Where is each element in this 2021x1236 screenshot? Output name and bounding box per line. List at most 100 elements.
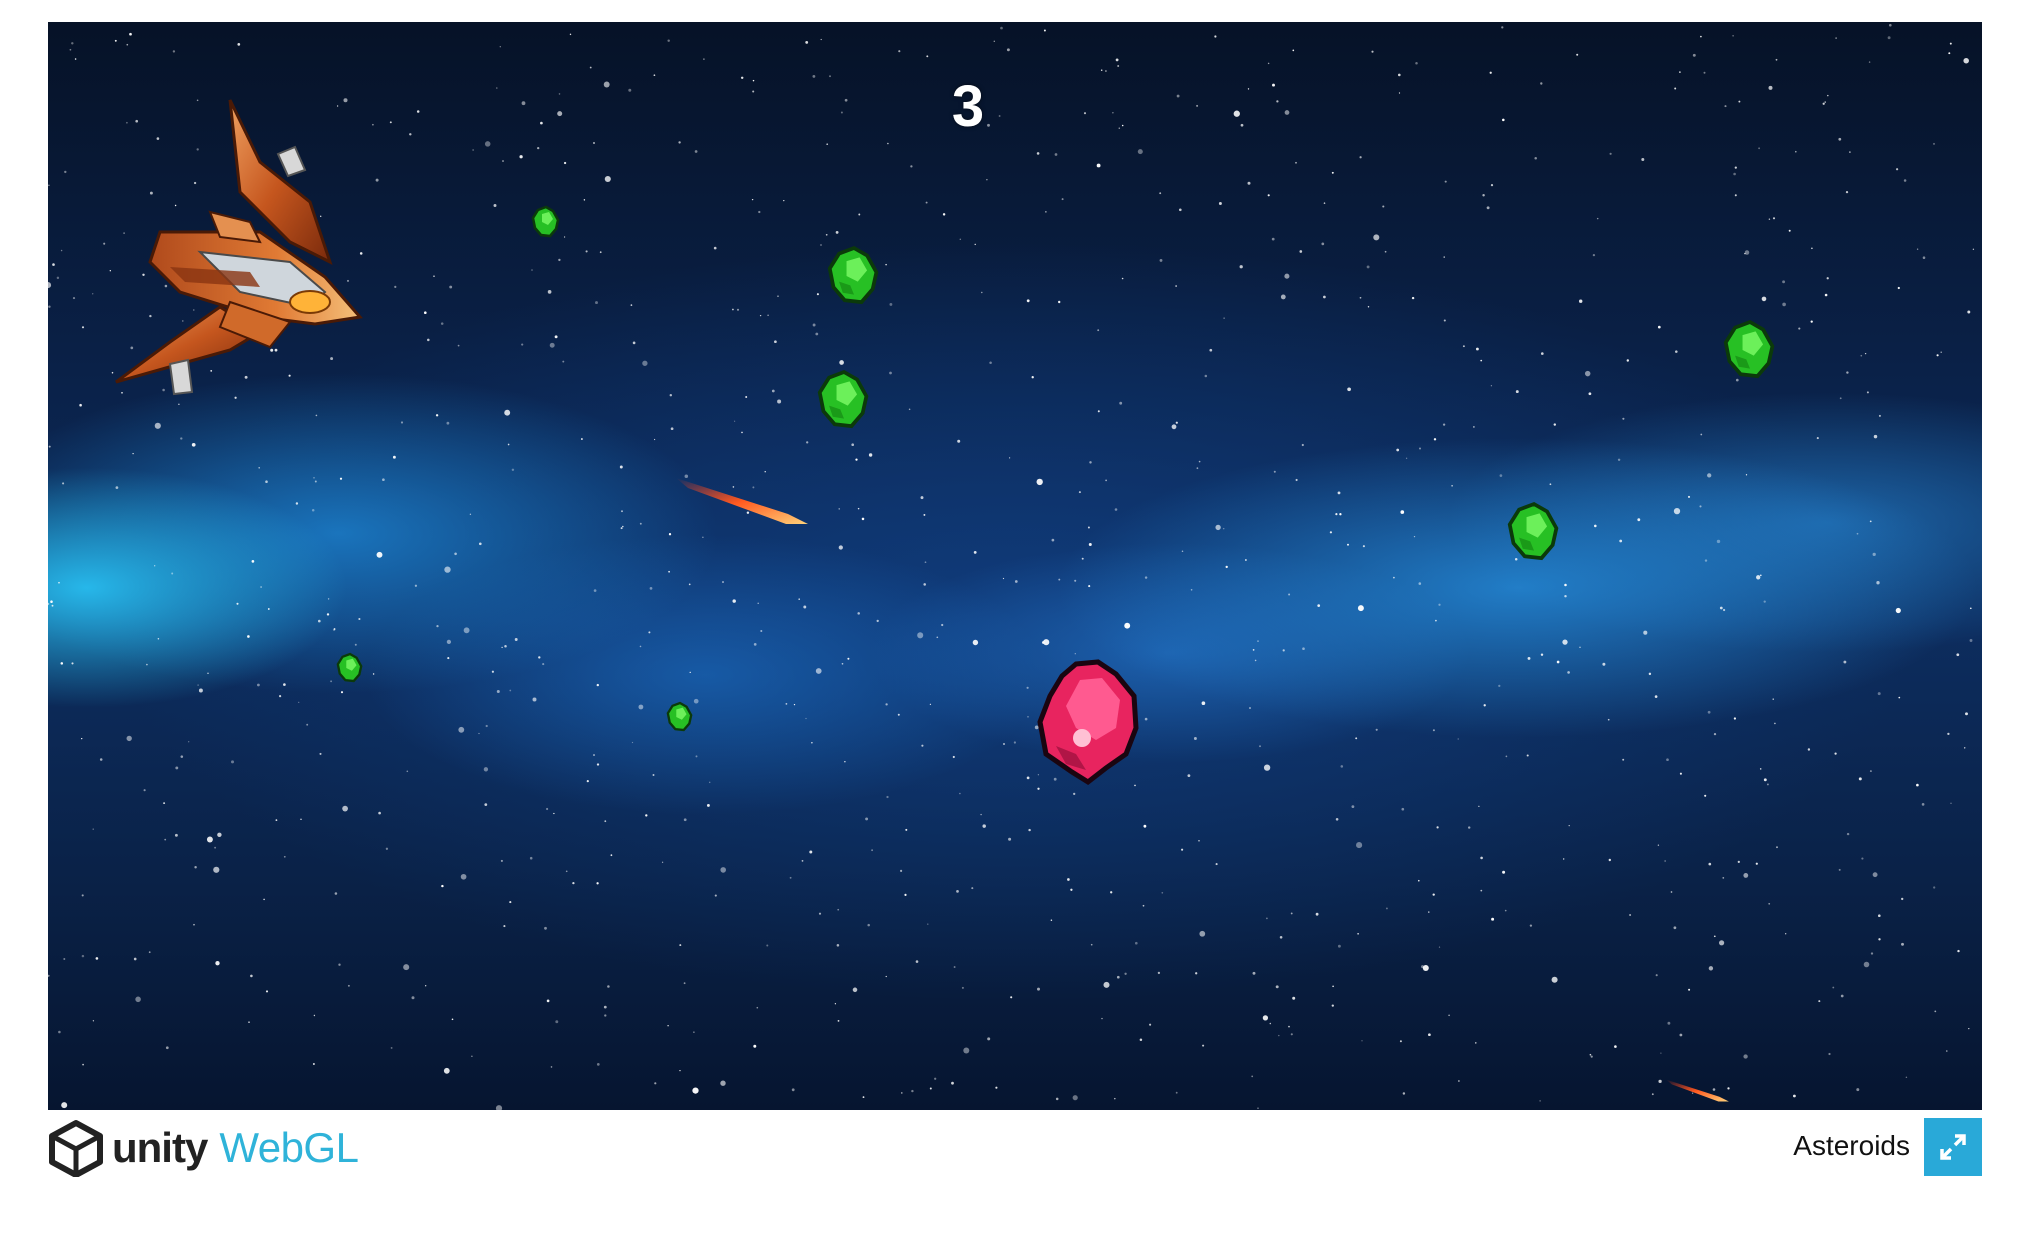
star [1291,1033,1293,1035]
star [48,305,50,307]
star [1191,589,1193,591]
star [974,551,977,554]
star [916,960,919,963]
star [1082,558,1084,560]
star [1528,657,1531,660]
star [258,467,260,469]
star [501,860,503,862]
star [692,1087,698,1093]
star [454,553,457,556]
star [515,638,518,641]
star [1332,1004,1334,1006]
star [1138,149,1143,154]
star [1709,966,1713,970]
star [1347,387,1351,391]
star [1502,871,1505,874]
star [1860,355,1862,357]
star [1302,647,1305,650]
star [593,754,595,756]
star [703,58,705,60]
star [1119,402,1122,405]
star [905,829,907,831]
star [296,502,298,504]
star [1540,82,1542,84]
star [1817,437,1819,439]
star [1398,74,1401,77]
star [1539,1100,1540,1101]
star [1219,202,1222,205]
star [355,644,357,646]
star [923,514,925,516]
star [154,565,155,566]
star [178,404,179,405]
star [1476,348,1479,351]
star [981,292,982,293]
star [1756,863,1758,865]
star [594,589,597,592]
star [811,742,812,743]
star [266,990,268,992]
star [841,112,843,114]
star [1475,1042,1476,1043]
star [342,806,348,812]
star [461,874,467,880]
star [522,101,526,105]
star [509,690,511,692]
star [1776,846,1778,848]
star [1433,729,1435,731]
star [401,421,403,423]
star [1214,35,1216,37]
star [486,725,488,727]
star [826,143,828,145]
star [604,1014,606,1016]
fullscreen-button[interactable] [1924,1118,1982,1176]
star [144,789,146,791]
star [315,481,317,483]
green-asteroid [336,652,364,684]
star [1058,301,1060,303]
star [129,33,132,36]
star [1734,717,1736,719]
star [1249,707,1251,709]
star [1241,124,1244,127]
star [1361,1040,1362,1041]
star [393,456,396,459]
star [1719,940,1724,945]
star [79,404,82,407]
star [1774,723,1776,725]
star [412,996,415,999]
star [1940,351,1941,352]
star [424,311,427,314]
star [1385,251,1387,253]
star [1973,249,1974,250]
star [1864,962,1870,968]
star [595,301,598,304]
star [146,664,148,666]
game-canvas[interactable]: 3 [48,22,1982,1110]
star [1589,392,1592,395]
star [1418,880,1420,882]
star [853,988,858,993]
star [783,200,784,201]
star [1722,877,1724,879]
star [667,1025,668,1026]
star [1079,491,1081,493]
star [1760,768,1762,770]
star [135,997,141,1003]
star [1105,70,1107,72]
star [181,755,184,758]
game-title: Asteroids [1793,1126,1910,1166]
star [1393,577,1395,579]
star [447,657,449,659]
star [1463,345,1465,347]
star [378,812,381,815]
star [1376,729,1378,731]
star [1226,566,1228,568]
star [820,244,821,245]
star [1251,1076,1253,1078]
star [1400,510,1404,514]
star [472,149,473,150]
star [494,204,497,207]
star [341,691,343,693]
star [1597,218,1598,219]
